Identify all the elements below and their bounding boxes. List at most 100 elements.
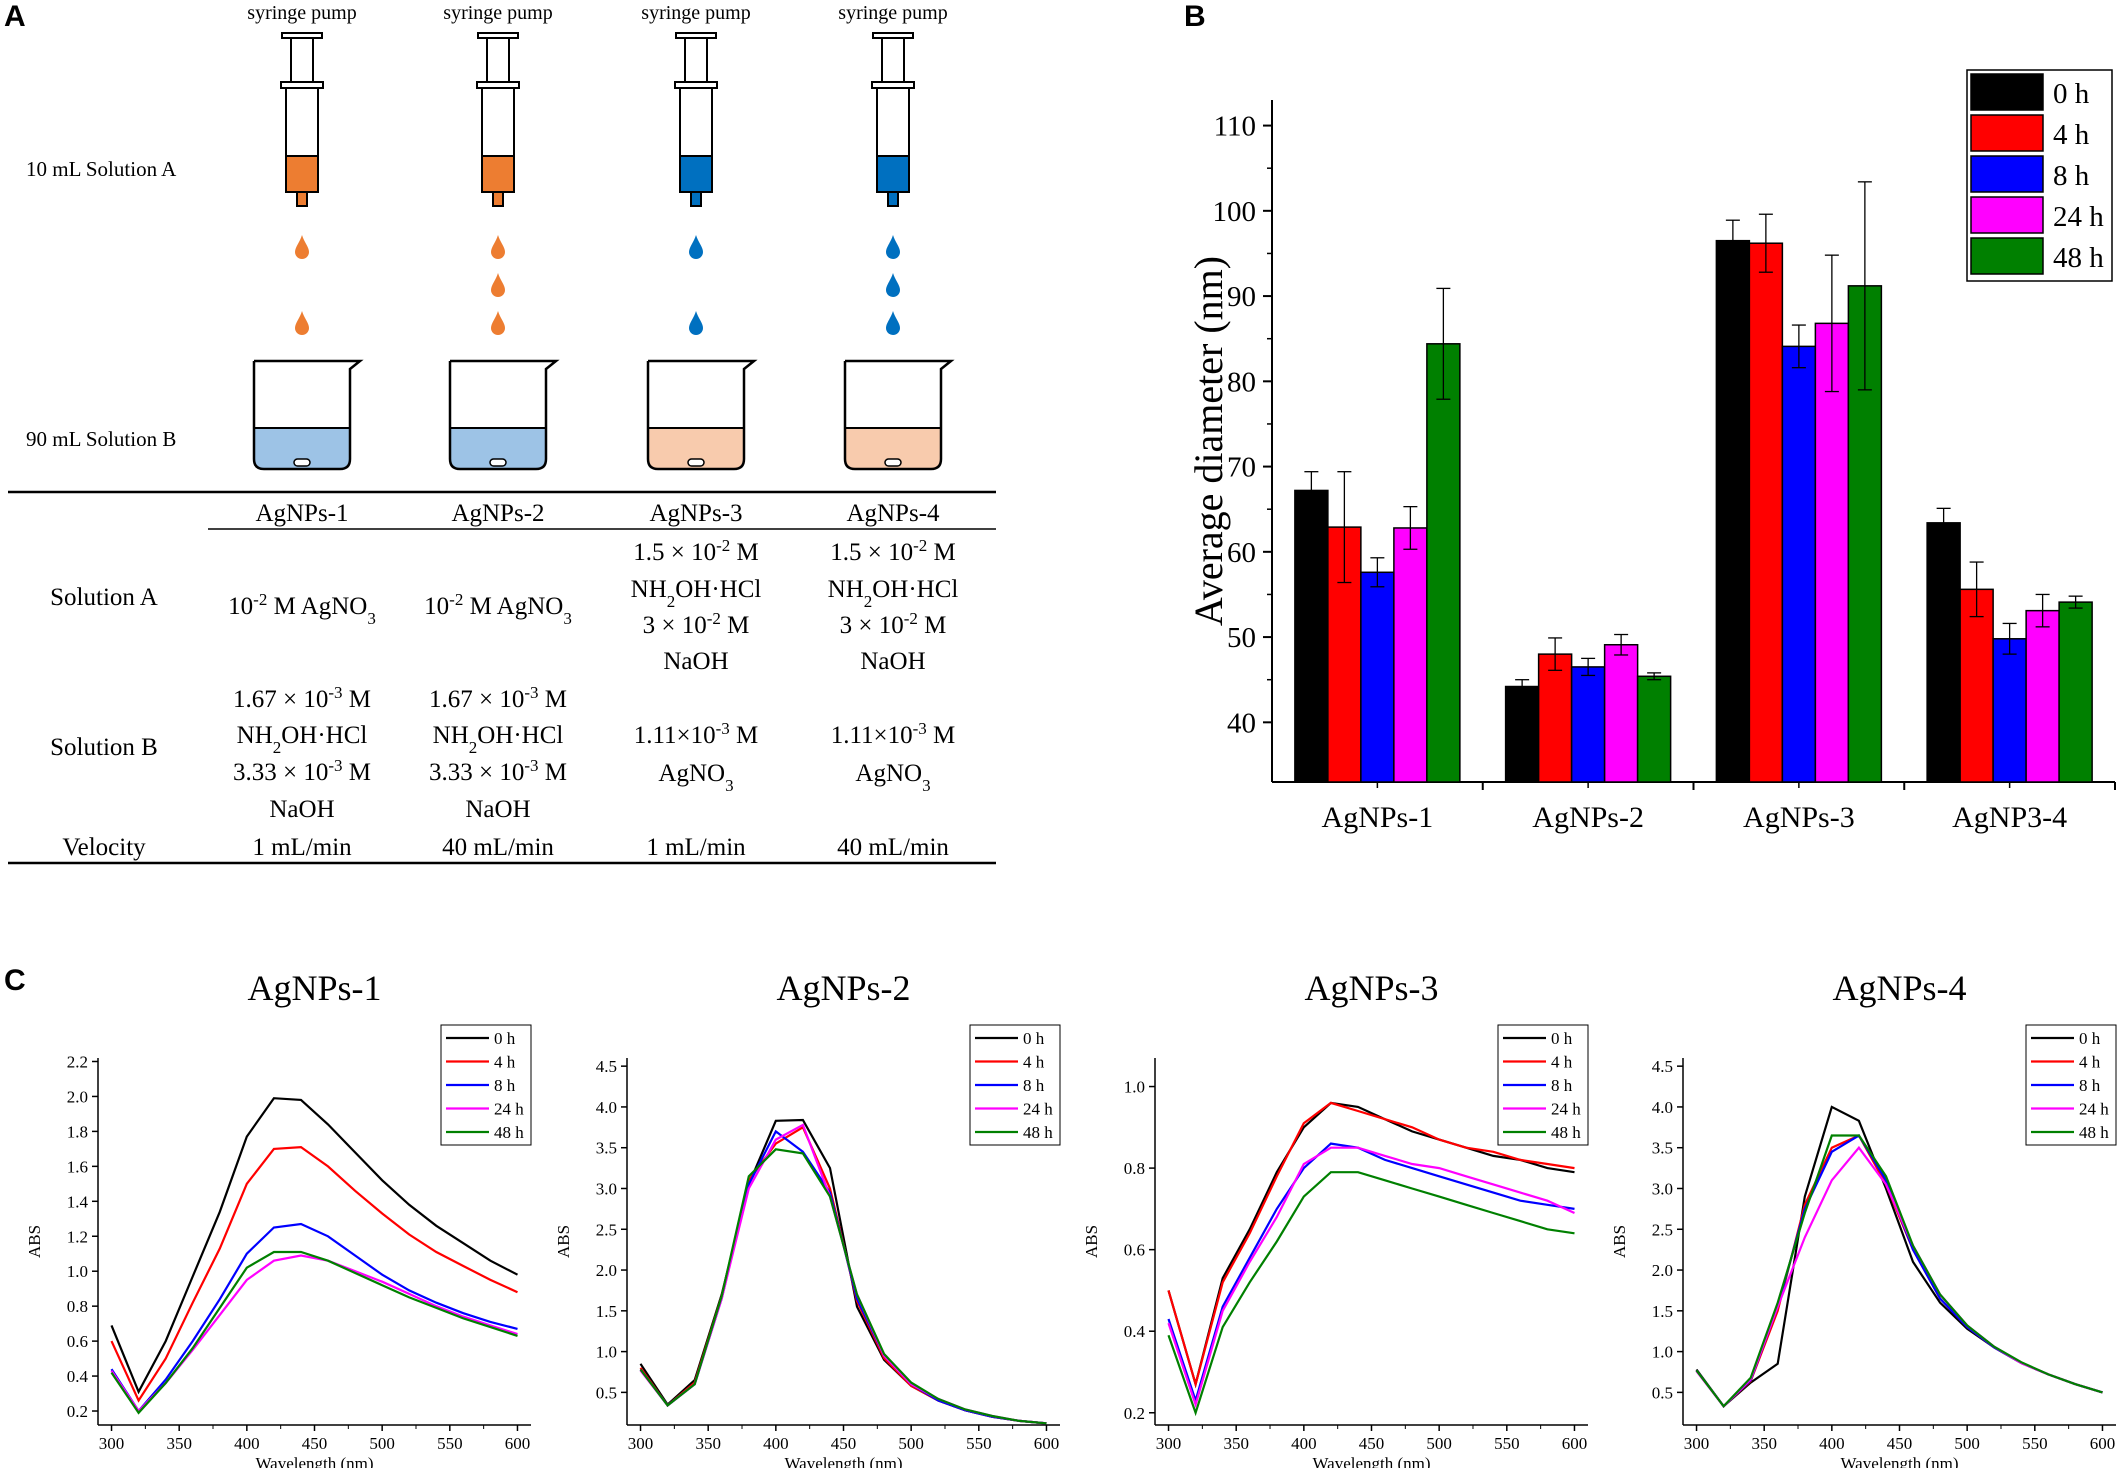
bar <box>1504 685 1540 783</box>
y-tick-label: 0.8 <box>1124 1159 1145 1178</box>
bar <box>1294 489 1329 783</box>
legend-label: 4 h <box>1551 1053 1573 1072</box>
solution-a-cell: 1.5 × 10-2 M <box>633 536 759 567</box>
y-tick-label: 4.5 <box>596 1057 617 1076</box>
y-tick-label: 3.5 <box>596 1139 617 1158</box>
y-tick-label: 50 <box>1227 622 1256 654</box>
y-tick-label: 110 <box>1214 111 1256 143</box>
syringe-pump-label: syringe pump <box>443 2 552 24</box>
panel-letter-b: B <box>1184 0 1206 33</box>
legend-label: 0 h <box>1023 1029 1045 1048</box>
legend-label: 48 h <box>494 1123 524 1142</box>
table-row-label: Solution A <box>50 584 158 611</box>
x-tick-label: 300 <box>628 1434 654 1453</box>
beaker-icon <box>646 359 758 471</box>
solution-b-cell: NaOH <box>269 796 334 823</box>
y-axis-title: ABS <box>554 1225 573 1258</box>
barrel <box>481 87 515 157</box>
x-tick-label: 350 <box>695 1434 721 1453</box>
y-tick-label: 0.2 <box>1124 1404 1145 1423</box>
y-tick-label: 3.5 <box>1652 1139 1673 1158</box>
solution-a-cell: 3 × 10-2 M <box>643 609 750 640</box>
legend-label: 4 h <box>2053 119 2090 151</box>
droplet-icon <box>491 273 505 297</box>
droplet-icon <box>689 311 703 335</box>
y-tick-label: 2.5 <box>1652 1220 1673 1239</box>
plot-title: AgNPs-3 <box>1304 968 1438 1008</box>
solution-b-label: 90 mL Solution B <box>26 427 176 451</box>
panel-c-line-charts: AgNPs-1 0.2 0.4 0.6 0.8 1.0 1.2 1.4 1.6 1.8 2.0 2.2… <box>25 968 2117 1473</box>
y-tick-label: 1.5 <box>596 1302 617 1321</box>
y-tick-label: 2.0 <box>1652 1261 1673 1280</box>
velocity-cell: 1 mL/min <box>646 834 746 861</box>
droplet-icon <box>886 311 900 335</box>
series-line <box>639 1125 1047 1425</box>
x-tick-label: 550 <box>437 1434 463 1453</box>
solution-b-cell: NH2OH·HCl <box>433 722 564 757</box>
y-tick-label: 3.0 <box>1652 1179 1673 1198</box>
x-tick-label: 400 <box>1819 1434 1845 1453</box>
y-tick-label: 0.5 <box>1652 1383 1673 1402</box>
y-tick-label: 70 <box>1227 452 1256 484</box>
solution-a-cell: NH2OH·HCl <box>828 576 959 611</box>
x-tick-label: 400 <box>763 1434 789 1453</box>
y-tick-label: 2.0 <box>67 1087 88 1106</box>
series-line <box>110 1254 518 1413</box>
series-line <box>639 1129 1047 1425</box>
beaker-icon <box>448 359 560 471</box>
bar <box>1814 322 1850 783</box>
solution-b-cell: NaOH <box>465 796 530 823</box>
needle-tip <box>492 191 504 207</box>
x-category-label: AgNPs-2 <box>1532 801 1644 834</box>
y-tick-label: 0.4 <box>1124 1322 1146 1341</box>
legend-label: 8 h <box>1551 1076 1573 1095</box>
bar <box>1926 522 1961 783</box>
y-tick-label: 4.0 <box>596 1098 617 1117</box>
velocity-cell: 40 mL/min <box>837 834 949 861</box>
droplet-icon <box>295 311 309 335</box>
droplet-icon <box>491 235 505 259</box>
solution-b-fluid <box>648 428 744 469</box>
x-tick-label: 500 <box>1954 1434 1980 1453</box>
solution-a-label: 10 mL Solution A <box>26 157 177 181</box>
y-axis-title: ABS <box>1082 1225 1101 1258</box>
syringe-icon <box>871 32 915 207</box>
beaker-icon <box>252 359 364 471</box>
x-tick-label: 450 <box>1359 1434 1385 1453</box>
legend-swatch <box>1970 114 2044 152</box>
stir-bar <box>884 458 902 467</box>
series-line <box>1167 1101 1575 1389</box>
syringe-icon <box>280 32 324 207</box>
x-tick-label: 550 <box>2022 1434 2048 1453</box>
solution-a-fluid <box>679 155 713 193</box>
beaker-outline <box>252 359 364 471</box>
barrel <box>285 87 319 157</box>
legend-label: 24 h <box>2079 1100 2109 1119</box>
x-axis-title: Wavelength (nm) <box>255 1454 373 1468</box>
solution-b-cell: AgNO3 <box>855 760 930 795</box>
series-line <box>1695 1134 2103 1408</box>
droplet-icon <box>491 311 505 335</box>
x-axis-title: Wavelength (nm) <box>784 1454 902 1468</box>
y-tick-label: 4.0 <box>1652 1098 1673 1117</box>
y-tick-label: 0.4 <box>67 1367 89 1386</box>
syringe-pump-label: syringe pump <box>838 2 947 24</box>
solution-a-cell: NH2OH·HCl <box>631 576 762 611</box>
series-line <box>639 1123 1047 1425</box>
x-category-label: AgNP3-4 <box>1952 801 2067 834</box>
bar <box>1426 343 1461 783</box>
bar <box>1748 242 1784 783</box>
table-column-header: AgNPs-1 <box>255 500 348 527</box>
y-tick-label: 1.4 <box>67 1192 89 1211</box>
x-tick-label: 450 <box>831 1434 857 1453</box>
bar <box>1992 638 2027 783</box>
bar <box>1360 571 1395 783</box>
x-tick-label: 400 <box>1291 1434 1317 1453</box>
table-row-label: Solution B <box>50 734 158 761</box>
solution-a-fluid <box>481 155 515 193</box>
solution-a-fluid <box>876 155 910 193</box>
x-tick-label: 500 <box>898 1434 924 1453</box>
x-tick-label: 600 <box>505 1434 531 1453</box>
y-tick-label: 1.8 <box>67 1122 88 1141</box>
x-tick-label: 350 <box>1751 1434 1777 1453</box>
